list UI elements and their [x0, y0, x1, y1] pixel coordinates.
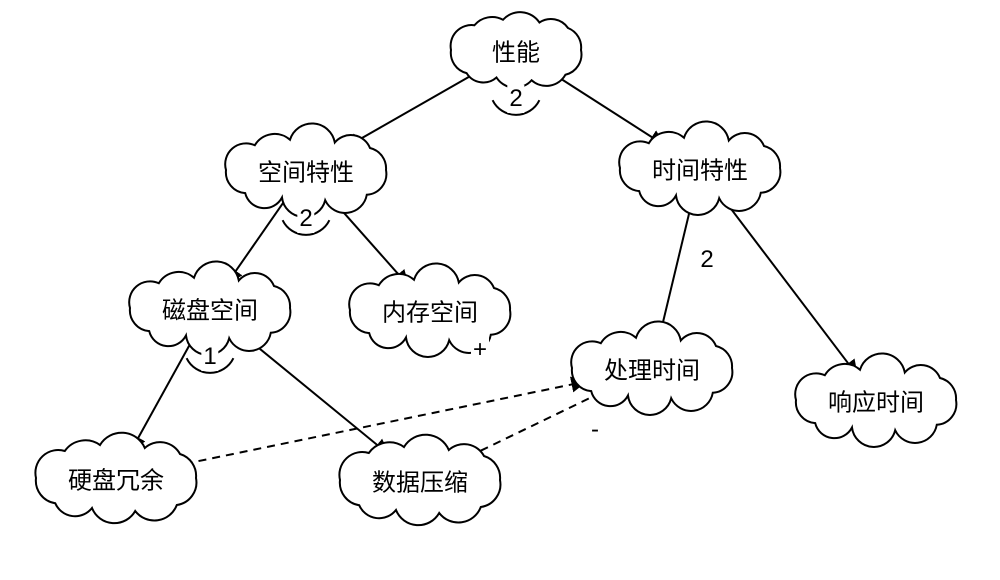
edge — [658, 195, 693, 341]
cloud-node — [619, 121, 780, 214]
decomposition-arc — [187, 358, 234, 373]
cloud-node — [339, 435, 500, 525]
cloud-node — [451, 12, 582, 88]
edge — [132, 334, 195, 449]
cloud-node — [571, 321, 732, 414]
edge — [346, 72, 478, 147]
edge — [468, 390, 606, 457]
cloud-node — [225, 123, 386, 216]
decomposition-arc — [283, 220, 330, 235]
edge — [240, 333, 387, 453]
cloud-node — [35, 433, 196, 523]
edge — [551, 72, 663, 144]
cloud-node — [349, 263, 510, 356]
edge — [720, 194, 856, 374]
decomposition-arc — [493, 100, 540, 115]
diagram-canvas — [0, 0, 1000, 580]
cloud-node — [129, 261, 290, 354]
edge — [228, 196, 288, 282]
cloud-node — [795, 353, 956, 446]
